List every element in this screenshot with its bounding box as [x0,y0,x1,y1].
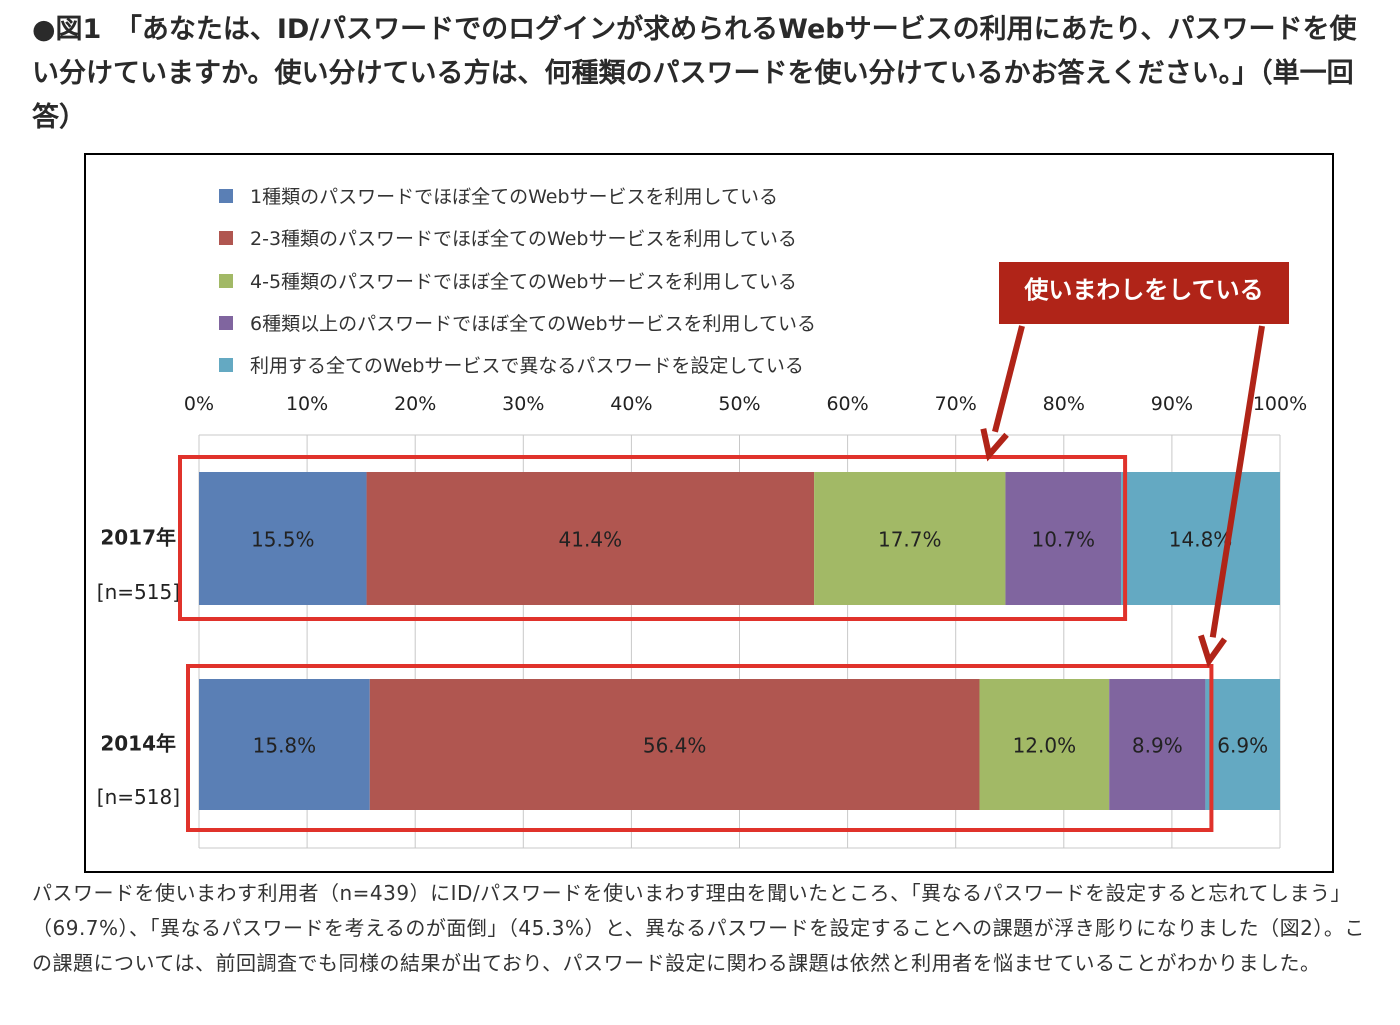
legend-swatch-5 [219,358,233,372]
data-label: 17.7% [878,528,942,552]
x-tick-label: 0% [184,393,214,415]
callout-box [999,262,1289,324]
callout-label: 使いまわしをしている [1023,276,1263,304]
data-label: 15.5% [251,528,315,552]
legend-label-5: 利用する全てのWebサービスで異なるパスワードを設定している [250,355,804,377]
x-tick-label: 50% [718,393,760,415]
bar-segment [199,472,367,605]
bar-segment [814,472,1006,605]
legend-label-2: 2-3種類のパスワードでほぼ全てのWebサービスを利用している [250,228,797,250]
x-tick-label: 100% [1253,393,1307,415]
highlight-box-2017 [178,455,1128,621]
x-tick-label: 10% [286,393,328,415]
legend-swatch-4 [219,316,233,330]
bar-segment [366,472,815,605]
arrow-to-2014-shaft [1209,325,1265,638]
legend-swatch-3 [219,274,233,288]
data-label: 14.8% [1169,528,1233,552]
chart-frame: 1種類のパスワードでほぼ全てのWebサービスを利用している 2-3種類のパスワード… [84,153,1334,873]
x-tick-label: 80% [1043,393,1085,415]
sample-size-label: [n=518] [97,785,180,809]
bar-segment [1005,472,1122,605]
data-label: 6.9% [1217,734,1268,758]
data-label: 12.0% [1013,734,1077,758]
legend-swatch-2 [219,231,233,245]
bar-segment [1121,472,1280,605]
x-tick-label: 20% [394,393,436,415]
legend-label-3: 4-5種類のパスワードでほぼ全てのWebサービスを利用している [250,271,797,293]
x-tick-label: 30% [502,393,544,415]
stacked-bar-chart: 1種類のパスワードでほぼ全てのWebサービスを利用している 2-3種類のパスワード… [97,186,1307,849]
figure-title: ●図1 「あなたは、ID/パスワードでのログインが求められるWebサービスの利用… [32,14,1357,133]
legend-label-1: 1種類のパスワードでほぼ全てのWebサービスを利用している [250,186,778,208]
data-label: 56.4% [643,734,707,758]
data-label: 15.8% [253,734,317,758]
bar-segment [369,679,980,810]
bar-segment [199,679,370,810]
category-label: 2014年 [100,732,176,756]
arrow-to-2017-shaft [992,325,1025,433]
highlight-box-2014 [186,664,1214,832]
data-label: 41.4% [559,528,623,552]
arrow-to-2014-head [1198,634,1228,668]
legend-label-4: 6種類以上のパスワードでほぼ全てのWebサービスを利用している [250,313,816,335]
data-label: 10.7% [1031,528,1095,552]
bar-segment [1205,679,1280,810]
x-tick-label: 70% [935,393,977,415]
bar-segment [979,679,1110,810]
bar-segment [1109,679,1206,810]
sample-size-label: [n=515] [97,580,180,604]
x-tick-label: 60% [826,393,868,415]
data-label: 8.9% [1132,734,1183,758]
figure-caption: パスワードを使いまわす利用者（n=439）にID/パスワードを使いまわす理由を聞… [32,881,1365,975]
legend-swatch-1 [219,189,233,203]
x-tick-label: 40% [610,393,652,415]
x-tick-label: 90% [1151,393,1193,415]
category-label: 2017年 [100,526,176,550]
arrow-to-2017-head [980,428,1009,462]
